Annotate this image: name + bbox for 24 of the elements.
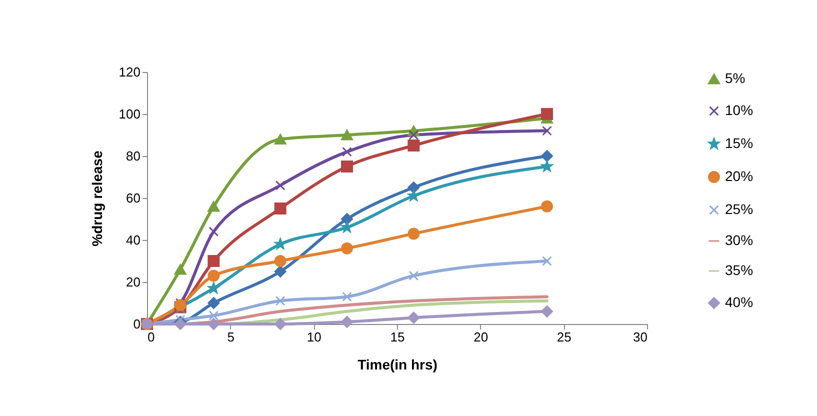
y-tick-label: 40	[126, 232, 140, 248]
y-tick-label: 80	[126, 148, 140, 164]
legend-label: 30%	[725, 232, 754, 248]
legend-label: 40%	[725, 294, 754, 310]
x-tick-label: 5	[227, 330, 234, 344]
x-tick-label: 15	[390, 330, 405, 344]
y-tick-label: 0	[133, 316, 140, 332]
y-tick-label: 20	[126, 274, 140, 290]
legend-label: 10%	[725, 102, 754, 118]
x-axis-title: Time(in hrs)	[358, 356, 438, 372]
y-tick-label: 100	[118, 106, 140, 122]
legend-label: 5%	[725, 70, 746, 86]
legend-label: 35%	[725, 262, 754, 278]
y-tick-label: 120	[118, 64, 140, 80]
y-axis-title: %drug release	[88, 150, 105, 246]
x-tick-label: 25	[556, 330, 572, 344]
x-tick-label: 10	[306, 330, 322, 344]
x-tick-label: 20	[474, 330, 488, 344]
y-tick-label: 60	[126, 190, 140, 206]
x-tick-label: 30	[633, 330, 648, 344]
x-tick-label: 0	[148, 330, 155, 344]
legend-label: 20%	[725, 168, 754, 184]
legend-label: 15%	[725, 135, 754, 151]
legend-label: 25%	[725, 201, 754, 217]
